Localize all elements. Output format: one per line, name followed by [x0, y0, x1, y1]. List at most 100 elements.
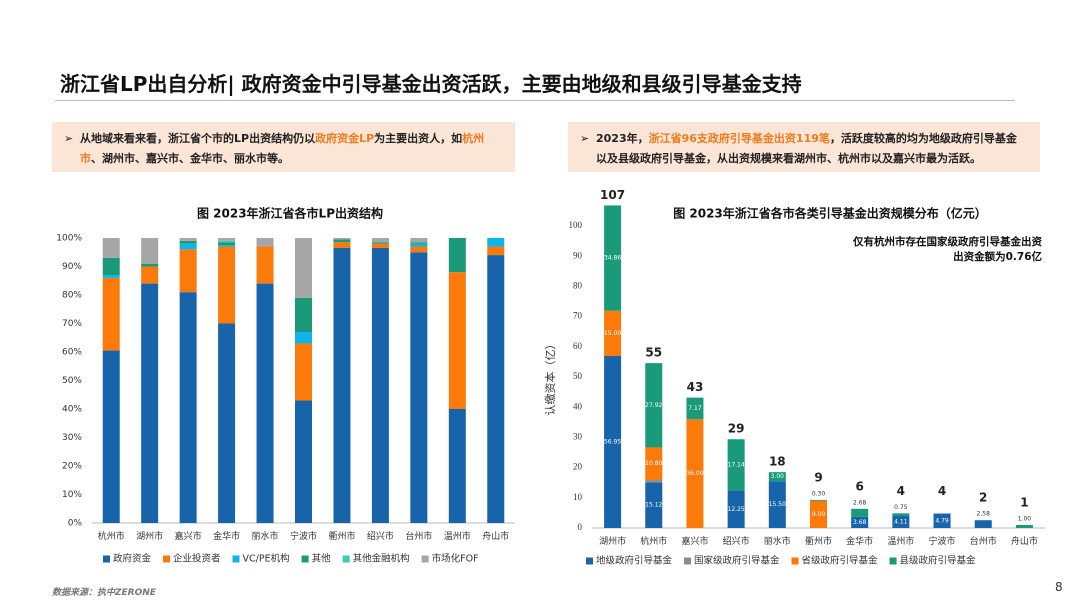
- total-label: 6: [856, 479, 864, 493]
- y-tick-label: 50: [573, 371, 583, 381]
- legend-swatch: [889, 557, 897, 565]
- bar-segment: [295, 343, 312, 401]
- bar-segment: [371, 243, 389, 248]
- legend-label: 政府资金: [113, 553, 152, 565]
- x-tick-label: 杭州市: [640, 535, 667, 546]
- bar-segment: [604, 205, 622, 311]
- total-label: 4: [938, 484, 946, 498]
- data-label: 34.86: [604, 255, 621, 262]
- y-tick-label: 100: [569, 220, 583, 230]
- bar-segment: [768, 472, 786, 482]
- bar-segment: [102, 275, 120, 278]
- bar-segment: [333, 239, 351, 243]
- bar-segment: [256, 238, 274, 247]
- bar-segment: [333, 238, 351, 240]
- y-tick-label: 70%: [62, 319, 82, 329]
- bar-segment: [102, 350, 120, 523]
- bar-segment: [645, 363, 663, 448]
- legend-swatch: [232, 555, 240, 563]
- note-text: 2023年，: [596, 132, 649, 145]
- bar-segment: [645, 480, 663, 483]
- bar-segment: [686, 419, 704, 528]
- note-text: ，活跃度较高的均为地级政府引导基金以及县级政府引导基金，从出资规模来看湖州市、杭…: [596, 132, 1017, 165]
- total-label: 9: [814, 470, 822, 484]
- bar-segment: [102, 257, 120, 276]
- x-tick-label: 嘉兴市: [681, 535, 708, 546]
- bar-segment: [141, 238, 159, 264]
- data-label: 0.30: [812, 490, 826, 497]
- bar-segment: [295, 297, 312, 333]
- bar-segment: [727, 439, 745, 492]
- y-tick-label: 40: [573, 401, 583, 411]
- bar-segment: [727, 491, 745, 528]
- data-label: 3.00: [771, 473, 785, 480]
- y-tick-label: 10%: [62, 490, 82, 500]
- total-label: 18: [769, 455, 786, 469]
- bar-segment: [141, 283, 159, 523]
- data-label: 12.25: [728, 506, 745, 513]
- x-tick-label: 金华市: [213, 530, 240, 541]
- bar-segment: [179, 292, 197, 523]
- bar-segment: [371, 238, 389, 243]
- y-tick-label: 30: [573, 431, 583, 441]
- annotation: 出资金额为0.76亿: [953, 250, 1042, 263]
- total-label: 107: [600, 188, 625, 202]
- note-highlight: 浙江省96支政府引导基金出资119笔: [648, 132, 830, 145]
- bar-segment: [933, 513, 951, 528]
- bar-segment: [218, 242, 236, 246]
- bar-segment: [487, 238, 505, 247]
- y-tick-label: 20%: [62, 462, 82, 472]
- y-tick-label: 10: [573, 492, 583, 502]
- y-tick-label: 0: [578, 522, 583, 532]
- y-tick-label: 60%: [62, 348, 82, 358]
- y-tick-label: 30%: [62, 433, 82, 443]
- bar-segment: [851, 508, 869, 517]
- x-tick-label: 台州市: [970, 535, 997, 546]
- x-tick-label: 温州市: [887, 535, 914, 546]
- bar-segment: [295, 400, 312, 523]
- data-label: 36.00: [686, 470, 703, 477]
- legend-label: 市场化FOF: [432, 553, 479, 565]
- note-highlight: 杭州市: [80, 132, 485, 165]
- bar-segment: [102, 277, 120, 351]
- bar-segment: [810, 499, 827, 501]
- total-label: 29: [728, 422, 745, 436]
- data-label: 15.50: [769, 501, 786, 508]
- y-tick-label: 80%: [62, 291, 82, 301]
- x-tick-label: 丽水市: [252, 530, 279, 541]
- y-tick-label: 60: [573, 341, 583, 351]
- y-tick-label: 40%: [62, 405, 82, 415]
- bar-segment: [256, 246, 274, 284]
- total-label: 4: [897, 484, 905, 498]
- total-label: 43: [687, 380, 704, 394]
- bar-segment: [487, 246, 505, 256]
- x-tick-label: 湖州市: [136, 530, 163, 541]
- page-number: 8: [1055, 580, 1063, 594]
- y-axis-label: 认缴资本（亿）: [543, 339, 557, 416]
- legend-swatch: [301, 555, 309, 563]
- bar-segment: [686, 397, 704, 420]
- bar-segment: [218, 323, 236, 523]
- note-box: 从地域来看来看，浙江省个市的LP出资结构仍以政府资金LP为主要出资人，如杭州市、…: [52, 122, 515, 172]
- slide-title: 浙江省LP出自分析| 政府资金中引导基金出资活跃，主要由地级和县级引导基金支持: [60, 72, 802, 96]
- bar-segment: [218, 240, 236, 243]
- x-tick-label: 嘉兴市: [175, 530, 202, 541]
- data-label: 17.14: [728, 462, 745, 469]
- x-tick-label: 绍兴市: [367, 530, 394, 541]
- bar-segment: [974, 520, 992, 528]
- bar-segment: [179, 243, 197, 250]
- data-label: 3.68: [853, 519, 867, 526]
- bar-segment: [179, 240, 197, 244]
- bar-segment: [448, 409, 466, 523]
- bar-segment: [1015, 524, 1033, 528]
- bar-segment: [645, 482, 663, 528]
- x-tick-label: 杭州市: [98, 530, 125, 541]
- bar-segment: [256, 283, 274, 523]
- bar-segment: [295, 332, 312, 344]
- legend-swatch: [586, 557, 593, 565]
- bar-segment: [810, 500, 827, 528]
- annotation: 仅有杭州市存在国家级政府引导基金出资: [852, 235, 1042, 248]
- bar-segment: [141, 266, 159, 284]
- y-tick-label: 80: [573, 280, 583, 290]
